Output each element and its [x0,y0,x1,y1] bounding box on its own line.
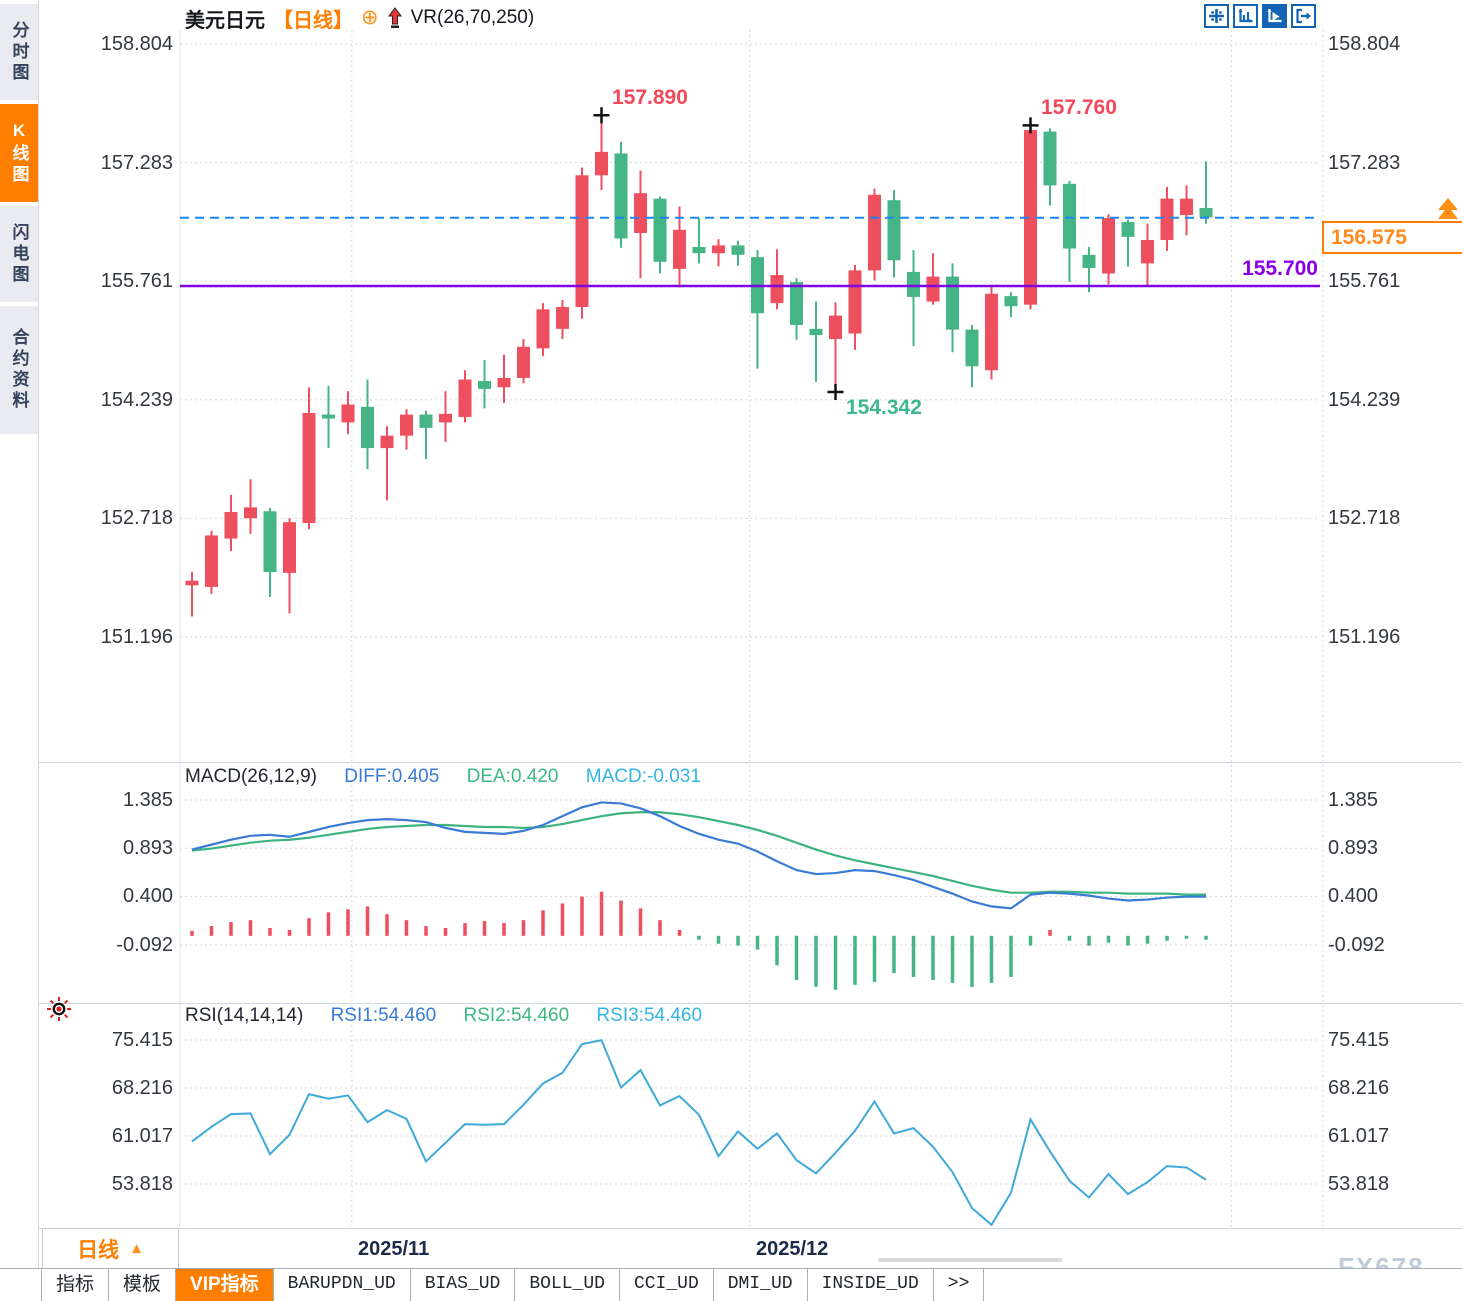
y-axis-label: 155.761 [1328,270,1401,292]
y-axis-label: 154.239 [1328,389,1401,411]
y-axis-label: 68.216 [1328,1077,1390,1099]
y-axis-label: 0.893 [1328,837,1379,859]
y-axis-label: 151.196 [100,626,173,648]
y-axis-label: 75.415 [111,1029,173,1051]
y-axis-label: 1.385 [122,789,173,811]
y-axis-label: 53.818 [1328,1173,1390,1195]
y-axis-label: -0.092 [116,934,173,956]
rsi2-value: RSI2:54.460 [463,1005,570,1026]
sidebar-item-label: 合约资料 [9,328,29,412]
y-axis-label: 1.385 [1328,789,1379,811]
pan-crosshair-icon[interactable] [1204,4,1229,28]
sidebar-item-label: 分时图 [9,20,29,84]
indicator-tab-bar: 指标 模板 VIP指标 BARUPDN_UD BIAS_UD BOLL_UD C… [0,1268,1462,1301]
axis-scale-icon[interactable] [1233,4,1258,28]
symbol-title: 美元日元 [185,9,265,32]
pane-separator [38,762,1462,763]
y-axis-label: 155.761 [100,270,173,292]
timeframe-label: 【日线】 [273,9,353,32]
pane-separator [38,1003,1462,1004]
x-axis-label: 2025/11 [358,1238,430,1260]
axis-play-icon[interactable] [1262,4,1287,28]
sidebar-item-label: K线图 [9,120,29,186]
horizontal-scrollbar[interactable] [878,1258,1062,1262]
y-axis-label: 0.400 [1328,885,1379,907]
indicator-title: VR(26,70,250) [410,7,535,28]
macd-diff-value: DIFF:0.405 [344,766,440,787]
sidebar-item-flash-chart[interactable]: 闪电图 [0,206,38,302]
sidebar: 分时图 K线图 闪电图 合约资料 [0,0,39,1268]
tab-boll-ud[interactable]: BOLL_UD [515,1269,620,1301]
y-axis-label: -0.092 [1328,934,1385,956]
timeframe-dropdown-button[interactable]: 日线 ▲ [42,1228,179,1269]
swing-high-label: 157.760 [1041,96,1117,119]
sidebar-item-contract-info[interactable]: 合约资料 [0,306,38,434]
swing-high-label: 157.890 [612,86,688,109]
y-axis-label: 158.804 [100,33,173,55]
tab-inside-ud[interactable]: INSIDE_UD [808,1269,934,1301]
y-axis-label: 0.893 [122,837,173,859]
tab-spacer [0,1269,42,1301]
tab-indicators[interactable]: 指标 [42,1269,110,1301]
y-axis-label: 158.804 [1328,33,1401,55]
indicator-sun-icon[interactable] [46,996,72,1027]
rsi1-value: RSI1:54.460 [330,1005,437,1026]
sidebar-item-candle-chart[interactable]: K线图 [0,104,38,202]
macd-value: MACD:-0.031 [585,766,701,787]
rsi-header: RSI(14,14,14) RSI1:54.460 RSI2:54.460 RS… [185,1005,724,1027]
tab-bias-ud[interactable]: BIAS_UD [411,1269,516,1301]
exit-right-icon[interactable] [1291,4,1316,28]
y-axis-label: 157.283 [1328,152,1401,174]
x-axis-label: 2025/12 [756,1238,829,1260]
y-axis-label: 157.283 [100,152,173,174]
chart-toolbar [1204,4,1316,28]
tab-templates[interactable]: 模板 [109,1269,177,1301]
y-axis-label: 151.196 [1328,626,1401,648]
rsi-title: RSI(14,14,14) [185,1005,304,1026]
tab-more[interactable]: >> [934,1269,985,1301]
macd-dea-value: DEA:0.420 [466,766,559,787]
timeframe-dropdown-label: 日线 [77,1238,120,1262]
tab-barupdn-ud[interactable]: BARUPDN_UD [274,1269,411,1301]
y-axis-label: 61.017 [111,1125,173,1147]
y-axis-label: 75.415 [1328,1029,1390,1051]
tab-vip-indicators[interactable]: VIP指标 [176,1269,274,1301]
red-up-arrow-icon [387,7,402,28]
tab-cci-ud[interactable]: CCI_UD [620,1269,714,1301]
dropdown-arrow-icon: ▲ [129,1240,144,1257]
chart-header: 美元日元 【日线】 ⊕ VR(26,70,250) [185,5,535,32]
y-axis-label: 0.400 [122,885,173,907]
pane-separator [38,1228,1462,1229]
y-axis-label: 152.718 [100,507,173,529]
y-axis-label: 154.239 [100,389,173,411]
sidebar-item-label: 闪电图 [9,222,29,286]
tab-dmi-ud[interactable]: DMI_UD [714,1269,808,1301]
rsi3-value: RSI3:54.460 [596,1005,703,1026]
macd-title: MACD(26,12,9) [185,766,317,787]
y-axis-label: 61.017 [1328,1125,1390,1147]
sidebar-item-time-chart[interactable]: 分时图 [0,4,38,100]
macd-header: MACD(26,12,9) DIFF:0.405 DEA:0.420 MACD:… [185,766,723,788]
support-line-label: 155.700 [1242,257,1318,280]
y-axis-label: 68.216 [111,1077,173,1099]
add-indicator-icon[interactable]: ⊕ [361,6,379,29]
y-axis-label: 152.718 [1328,507,1401,529]
y-axis-label: 53.818 [111,1173,173,1195]
last-price-tag: 156.575 [1322,221,1462,254]
swing-low-label: 154.342 [846,396,922,419]
